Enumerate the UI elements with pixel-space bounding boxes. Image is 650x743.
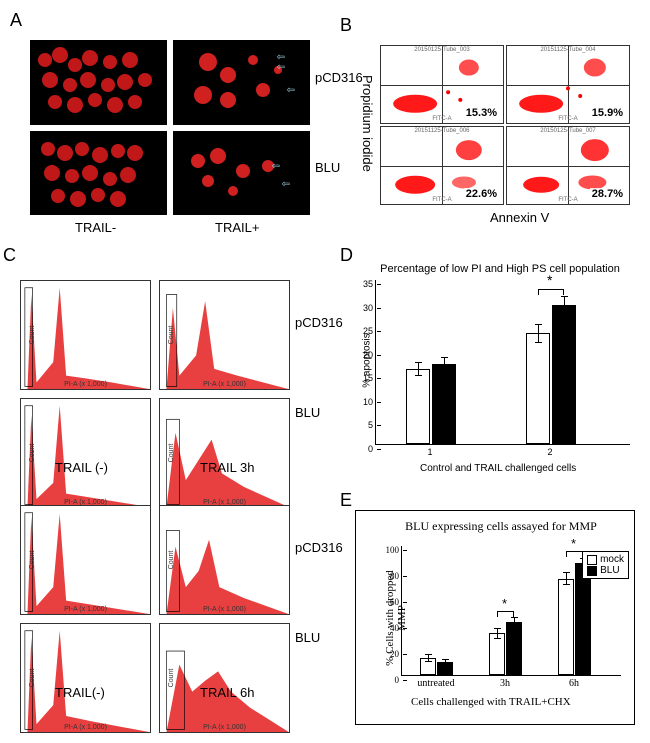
facs-pct-0: 15.3% [464, 107, 499, 119]
legend: mock BLU [582, 551, 629, 579]
facs-pct-2: 22.6% [464, 188, 499, 200]
legend-swatch-blu [587, 566, 597, 576]
c-top-col1: TRAIL (-) [55, 460, 108, 475]
micro-img-blu-trail-pos: ⇦⇦ [173, 131, 310, 216]
d-title: Percentage of low PI and High PS cell po… [370, 263, 630, 275]
histo-pcd316-3h: CountPI-A (x 1,000) [159, 280, 290, 390]
panel-e-box: BLU expressing cells assayed for MMP 020… [355, 510, 635, 725]
legend-row-mock: mock [587, 554, 624, 565]
panel-e: E BLU expressing cells assayed for MMP 0… [340, 490, 640, 735]
histo-pcd316-neg2: CountPI-A (x 1,000) [20, 505, 151, 615]
facs-pct-1: 15.9% [590, 107, 625, 119]
a-row2-label: BLU [315, 160, 340, 175]
facs-plot-2: 20151125-Tube_00622.6%FITC-A [380, 126, 504, 205]
facs-grid: 20150125-Tube_00315.3%FITC-A 20151125-Tu… [380, 45, 630, 205]
micro-img-blu-trail-neg [30, 131, 167, 216]
panel-a: A ⇦⇦⇦ ⇦⇦ pCD316 BLU TRAIL- TRAIL+ [15, 15, 335, 215]
panel-e-label: E [340, 490, 352, 511]
e-ylabel: % Cells with dropped MMP [384, 563, 408, 673]
histo-grid-bot: CountPI-A (x 1,000) CountPI-A (x 1,000) … [20, 505, 290, 680]
micro-img-pcd316-trail-pos: ⇦⇦⇦ [173, 40, 310, 125]
panel-c-label: C [3, 245, 16, 266]
c-bot-col2: TRAIL 6h [200, 685, 254, 700]
b-xlabel: Annexin V [490, 210, 549, 225]
d-xlabel: Control and TRAIL challenged cells [420, 463, 576, 474]
facs-plot-0: 20150125-Tube_00315.3%FITC-A [380, 45, 504, 124]
facs-pct-3: 28.7% [590, 188, 625, 200]
d-ylabel: % apoptosis [362, 333, 373, 387]
facs-plot-1: 20151125-Tube_00415.9%FITC-A [506, 45, 630, 124]
panel-a-label: A [10, 10, 22, 31]
legend-swatch-mock [587, 555, 597, 565]
a-col2-label: TRAIL+ [215, 220, 259, 235]
micro-img-pcd316-trail-neg [30, 40, 167, 125]
histo-blu-neg2: CountPI-A (x 1,000) [20, 623, 151, 733]
histo-grid-top: CountPI-A (x 1,000) CountPI-A (x 1,000) … [20, 280, 290, 455]
histo-blu-6h: CountPI-A (x 1,000) [159, 623, 290, 733]
histo-pcd316-6h: CountPI-A (x 1,000) [159, 505, 290, 615]
b-ylabel: Propidium iodide [360, 75, 375, 172]
a-col1-label: TRAIL- [75, 220, 116, 235]
c-bot-col1: TRAIL(-) [55, 685, 105, 700]
c-bot-row1: pCD316 [295, 540, 343, 555]
bar-chart-d: 0510152025303512* [375, 280, 630, 445]
histo-pcd316-neg: CountPI-A (x 1,000) [20, 280, 151, 390]
e-xlabel: Cells challenged with TRAIL+CHX [411, 696, 571, 708]
panel-b-label: B [340, 15, 352, 36]
microscopy-grid: ⇦⇦⇦ ⇦⇦ [30, 40, 310, 215]
legend-row-blu: BLU [587, 565, 624, 576]
histo-blu-neg: CountPI-A (x 1,000) [20, 398, 151, 508]
c-top-row2: BLU [295, 405, 320, 420]
panel-d-label: D [340, 245, 353, 266]
histo-blu-3h: CountPI-A (x 1,000) [159, 398, 290, 508]
panel-c: C CountPI-A (x 1,000) CountPI-A (x 1,000… [5, 245, 335, 725]
facs-plot-3: 20150125-Tube_00728.7%FITC-A [506, 126, 630, 205]
c-bot-row2: BLU [295, 630, 320, 645]
panel-d: D Percentage of low PI and High PS cell … [340, 245, 640, 475]
e-title: BLU expressing cells assayed for MMP [386, 519, 616, 534]
c-top-row1: pCD316 [295, 315, 343, 330]
c-top-col2: TRAIL 3h [200, 460, 254, 475]
panel-b: B Propidium iodide 20150125-Tube_00315.3… [340, 15, 640, 215]
